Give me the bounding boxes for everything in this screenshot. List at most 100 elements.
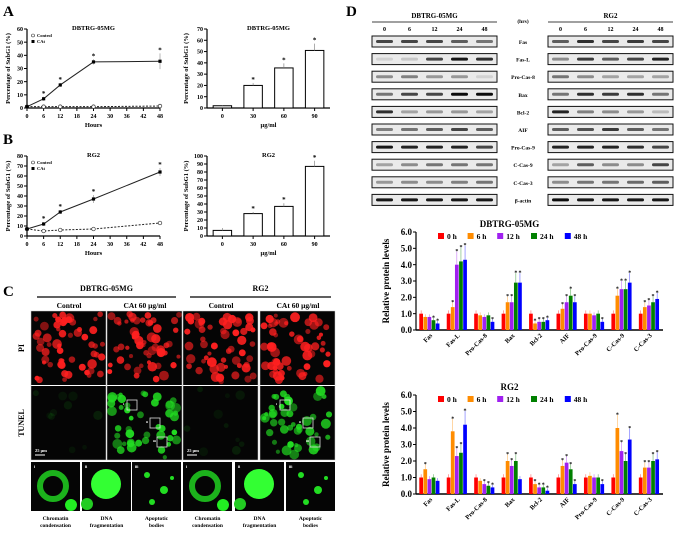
cell (303, 371, 308, 377)
data-point-cat (158, 170, 162, 174)
bar-Fas-24h (431, 320, 436, 330)
significance-marker: * (569, 286, 572, 292)
cell (222, 320, 233, 330)
cell (68, 391, 78, 401)
bar-Bax-24h (513, 282, 518, 330)
cell (184, 341, 194, 351)
cell (321, 394, 327, 400)
bar-Fas-L-0h (446, 477, 451, 494)
cell (240, 327, 248, 336)
data-point-control (157, 103, 163, 109)
cell (176, 354, 181, 359)
row-label-pi: PI (17, 344, 26, 352)
blot-band (476, 92, 493, 96)
cell (171, 429, 178, 436)
significance-marker: * (542, 317, 545, 323)
x-tick-label: 48 (157, 242, 163, 248)
cell (62, 377, 67, 382)
x-tick-label: 42 (140, 242, 146, 248)
x-tick-label: Bcl-2 (529, 332, 544, 347)
cell (325, 351, 331, 357)
cell (57, 360, 66, 369)
blot-band (552, 40, 569, 43)
blot-band (451, 128, 468, 131)
legend-marker (31, 33, 35, 38)
legend-swatch (497, 396, 504, 402)
cell (152, 375, 160, 383)
protein-label: Fas (519, 40, 527, 46)
cell (42, 333, 52, 343)
bar-Bax-0h (501, 477, 506, 494)
blot-band (451, 92, 468, 96)
cell (244, 469, 274, 499)
blot-band (552, 110, 569, 114)
significance-marker: * (565, 454, 568, 460)
cell (244, 375, 252, 383)
significance-marker: * (455, 446, 458, 452)
cell (46, 412, 53, 419)
significance-marker: * (483, 479, 486, 485)
blot-band (476, 75, 493, 79)
cell (163, 342, 170, 349)
cell (172, 410, 179, 416)
data-point-cat (58, 83, 62, 87)
bar-Fas-L-12h (454, 264, 459, 330)
y-tick-label: 30 (17, 67, 23, 73)
blot-band (401, 145, 418, 149)
inset-box (126, 399, 138, 411)
bar-Pro-Cas-8-6h (478, 480, 483, 494)
cell (301, 416, 312, 427)
cell (137, 411, 144, 419)
significance-marker: * (251, 205, 255, 213)
bar-Bcl-2-12h (537, 487, 542, 494)
protein-label: Bax (518, 93, 527, 99)
inset-caption: fragmentation (90, 523, 124, 529)
bar-C-Cas-9-6h (615, 295, 620, 330)
cell (128, 354, 134, 359)
blot-band (552, 128, 569, 131)
cell (154, 362, 162, 370)
chart-title: RG2 (501, 382, 520, 392)
significance-marker: * (59, 203, 63, 211)
blot-band (652, 57, 669, 61)
timepoint-label: 24 (633, 27, 639, 33)
cell (302, 350, 313, 361)
significance-marker: * (424, 462, 427, 468)
cell (235, 390, 245, 400)
cell (41, 355, 50, 364)
cell (155, 423, 162, 431)
inset-caption: DNA (101, 516, 113, 522)
blot-band (426, 75, 443, 79)
legend-swatch (531, 396, 537, 402)
protein-label: Bcl-2 (517, 110, 529, 116)
cell (316, 335, 322, 341)
cell (185, 312, 195, 323)
y-tick-label: 10 (197, 226, 203, 232)
bar-C-Cas-9-6h (615, 428, 620, 494)
apoptotic-body (324, 476, 328, 480)
significance-marker: * (573, 479, 576, 485)
y-tick-label: 3.0 (401, 276, 413, 286)
significance-marker: * (573, 294, 576, 300)
cell (128, 312, 137, 322)
bar-Fas-0h (419, 313, 423, 330)
inset-caption: Chromatin (43, 516, 69, 522)
significance-marker: * (546, 315, 549, 321)
bar-AIF-6h (560, 465, 565, 494)
apoptotic-body (149, 499, 155, 505)
apoptotic-body (170, 476, 174, 480)
blot-strip (547, 158, 674, 171)
blot-band (652, 128, 669, 131)
cell (48, 412, 55, 420)
cell (99, 341, 105, 347)
legend-label: Control (37, 160, 53, 165)
significance-marker: * (616, 286, 619, 292)
significance-marker: * (92, 52, 96, 60)
cell (279, 425, 289, 434)
cell (290, 422, 296, 427)
significance-marker: * (569, 462, 572, 468)
cell (118, 405, 124, 410)
y-tick-label: 10 (197, 95, 203, 101)
inset-box-label: iii (153, 439, 156, 443)
bar-Bax-12h (509, 302, 514, 330)
